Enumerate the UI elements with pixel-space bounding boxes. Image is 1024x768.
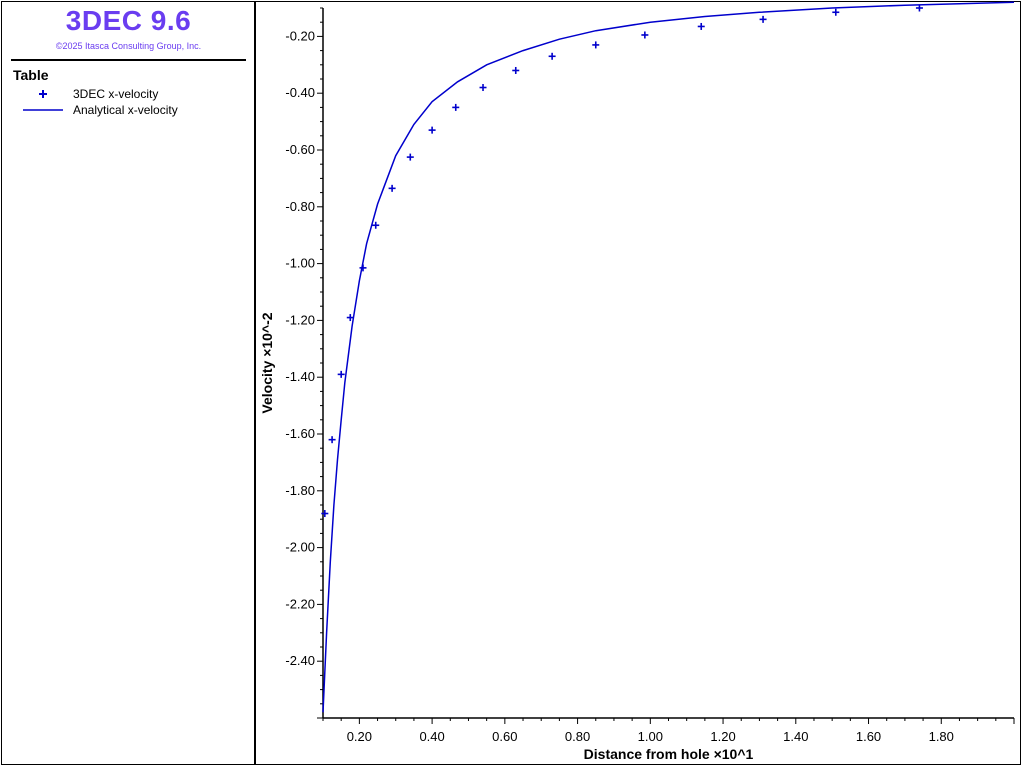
data-point-3dec xyxy=(321,510,329,518)
y-tick-label: -1.80 xyxy=(285,483,315,498)
x-tick-label: 1.40 xyxy=(783,729,808,744)
data-point-3dec xyxy=(346,314,354,322)
title-divider xyxy=(11,59,246,61)
data-point-3dec xyxy=(697,22,705,30)
y-tick-label: -2.00 xyxy=(285,540,315,555)
y-tick-label: -0.60 xyxy=(285,142,315,157)
copyright-text: ©2025 Itasca Consulting Group, Inc. xyxy=(55,41,202,51)
data-point-3dec xyxy=(512,66,520,74)
y-tick-label: -1.40 xyxy=(285,369,315,384)
data-point-3dec xyxy=(328,436,336,444)
data-point-3dec xyxy=(406,153,414,161)
x-tick-label: 1.00 xyxy=(638,729,663,744)
legend-item-3dec[interactable]: 3DEC x-velocity xyxy=(23,86,158,102)
y-tick-label: -0.80 xyxy=(285,199,315,214)
legend-label: Analytical x-velocity xyxy=(73,103,178,117)
legend-panel: 3DEC 9.6 ©2025 Itasca Consulting Group, … xyxy=(1,1,256,765)
y-tick-label: -1.20 xyxy=(285,312,315,327)
data-point-3dec xyxy=(359,264,367,272)
x-axis-title: Distance from hole ×10^1 xyxy=(584,746,754,762)
x-tick-label: 0.80 xyxy=(565,729,590,744)
line-marker-icon xyxy=(23,102,63,118)
y-tick-label: -2.40 xyxy=(285,653,315,668)
data-point-3dec xyxy=(428,126,436,134)
data-point-3dec xyxy=(548,52,556,60)
y-tick-label: -1.00 xyxy=(285,256,315,271)
data-point-3dec xyxy=(337,370,345,378)
data-point-3dec xyxy=(479,84,487,92)
data-point-3dec xyxy=(832,8,840,16)
data-point-3dec xyxy=(759,15,767,23)
x-tick-label: 0.20 xyxy=(347,729,372,744)
legend-heading: Table xyxy=(13,67,49,83)
x-tick-label: 1.20 xyxy=(710,729,735,744)
analytical-series-line xyxy=(322,1,1015,713)
data-point-3dec xyxy=(641,31,649,39)
legend-item-analytical[interactable]: Analytical x-velocity xyxy=(23,102,178,118)
legend-label: 3DEC x-velocity xyxy=(73,87,159,101)
x-tick-label: 0.60 xyxy=(492,729,517,744)
y-tick-label: -0.20 xyxy=(285,28,315,43)
data-point-3dec xyxy=(452,103,460,111)
x-tick-label: 1.80 xyxy=(929,729,954,744)
y-axis-title: Velocity ×10^-2 xyxy=(259,312,275,413)
y-tick-label: -2.20 xyxy=(285,596,315,611)
data-point-3dec xyxy=(592,41,600,49)
data-point-3dec xyxy=(372,221,380,229)
app-title: 3DEC 9.6 xyxy=(65,5,192,36)
plus-marker-icon xyxy=(23,86,63,102)
x-tick-label: 0.40 xyxy=(419,729,444,744)
data-point-3dec xyxy=(915,4,923,12)
y-tick-label: -1.60 xyxy=(285,426,315,441)
x-tick-label: 1.60 xyxy=(856,729,881,744)
y-tick-label: -0.40 xyxy=(285,85,315,100)
data-point-3dec xyxy=(388,184,396,192)
